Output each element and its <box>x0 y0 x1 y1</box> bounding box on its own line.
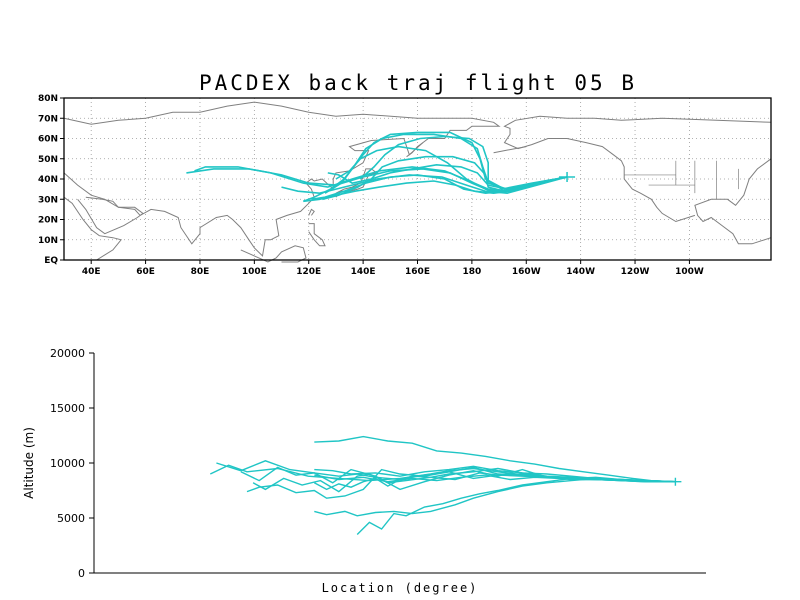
map-ytick-label: 30N <box>38 195 58 205</box>
map-ytick-label: 60N <box>38 135 58 145</box>
map-xtick-label: 100E <box>242 267 267 277</box>
map-ytick-label: 20N <box>38 216 58 226</box>
map-xtick-label: 60E <box>136 267 155 277</box>
trajectory-lines <box>186 131 576 203</box>
trajectory-7 <box>359 135 568 190</box>
altitude-x-label: Location (degree) <box>322 581 479 595</box>
map-xtick-label: 120W <box>621 267 650 277</box>
map-ytick-label: 50N <box>38 155 58 165</box>
map-xtick-label: 140E <box>351 267 376 277</box>
altitude-series-7 <box>314 435 676 483</box>
map-xtick-label: 120E <box>296 267 321 277</box>
altitude-y-ticks: 0 5000 10000 15000 20000 <box>50 347 94 580</box>
map-xtick-label: 160W <box>512 267 541 277</box>
altitude-series-11 <box>314 474 676 483</box>
altitude-ytick-label: 15000 <box>50 402 85 415</box>
altitude-series <box>209 435 682 535</box>
map-title: PACDEX back traj flight 05 B <box>199 71 637 95</box>
trajectory-11 <box>335 145 568 193</box>
altitude-series-9 <box>356 476 676 535</box>
coastline <box>77 196 144 235</box>
map-ytick-label: 40N <box>38 175 58 185</box>
map-latitude-ticks: EQ 10N 20N 30N 40N 50N 60N 70N 80N <box>38 94 64 266</box>
origin-marker <box>559 171 576 182</box>
map-longitude-ticks: 40E 60E 80E 100E 120E 140E 160E 180 160W 140W 120W… <box>82 260 704 277</box>
map-xtick-label: 160E <box>405 267 430 277</box>
altitude-panel: 0 5000 10000 15000 20000 Altitude (m) Locati… <box>22 347 706 595</box>
trajectory-9 <box>303 176 568 203</box>
altitude-ytick-label: 0 <box>78 567 85 580</box>
altitude-ytick-label: 10000 <box>50 457 85 470</box>
map-xtick-label: 140W <box>566 267 595 277</box>
map-ytick-label: 10N <box>38 236 58 246</box>
map-ytick-label: EQ <box>44 256 58 266</box>
coastline <box>308 223 326 247</box>
map-ytick-label: 80N <box>38 94 58 104</box>
map-ytick-label: 70N <box>38 114 58 124</box>
coastline <box>694 158 772 260</box>
altitude-ytick-label: 20000 <box>50 347 85 360</box>
altitude-origin-marker <box>669 477 682 486</box>
coastline <box>63 196 122 261</box>
trajectory-8 <box>327 163 568 190</box>
coastline <box>493 146 527 154</box>
coastline <box>308 208 315 216</box>
coastline <box>503 115 772 223</box>
map-xtick-label: 40E <box>82 267 101 277</box>
map-panel: 40E 60E 80E 100E 120E 140E 160E 180 160W 140W 120W… <box>38 94 772 277</box>
altitude-y-label: Altitude (m) <box>22 427 36 499</box>
map-xtick-label: 100W <box>675 267 704 277</box>
altitude-ytick-label: 5000 <box>57 512 85 525</box>
map-xtick-label: 180 <box>462 267 481 277</box>
map-grid <box>64 98 771 260</box>
map-xtick-label: 80E <box>191 267 210 277</box>
